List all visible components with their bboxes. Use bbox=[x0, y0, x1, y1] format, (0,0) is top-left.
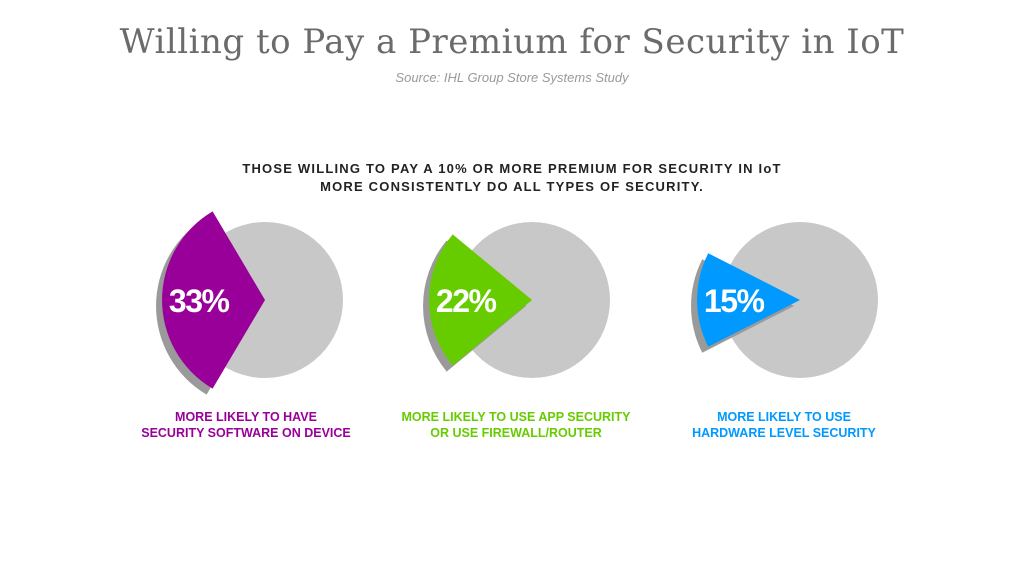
pie-chart-3: 15% bbox=[691, 222, 878, 378]
caption-3: MORE LIKELY TO USE HARDWARE LEVEL SECURI… bbox=[654, 409, 914, 441]
chart-headline: THOSE WILLING TO PAY A 10% OR MORE PREMI… bbox=[0, 160, 1024, 196]
source-note: Source: IHL Group Store Systems Study bbox=[395, 70, 629, 85]
headline-line-2: MORE CONSISTENTLY DO ALL TYPES OF SECURI… bbox=[320, 179, 704, 194]
caption-2-line-2: OR USE FIREWALL/ROUTER bbox=[430, 426, 602, 440]
pie-chart-2: 22% bbox=[423, 222, 610, 378]
caption-3-line-1: MORE LIKELY TO USE bbox=[717, 410, 851, 424]
pie-chart-1: 33% bbox=[156, 211, 343, 395]
pie-1-value-label: 33% bbox=[169, 283, 230, 319]
headline-line-1: THOSE WILLING TO PAY A 10% OR MORE PREMI… bbox=[242, 161, 782, 176]
pie-1-slice bbox=[162, 211, 265, 389]
page-title: Willing to Pay a Premium for Security in… bbox=[119, 22, 905, 62]
pie-2-value-label: 22% bbox=[436, 283, 497, 319]
pie-3-value-label: 15% bbox=[704, 283, 765, 319]
caption-1-line-2: SECURITY SOFTWARE ON DEVICE bbox=[141, 426, 351, 440]
caption-3-line-2: HARDWARE LEVEL SECURITY bbox=[692, 426, 876, 440]
pie-3-slice bbox=[697, 253, 800, 347]
pie-2-slice bbox=[429, 234, 532, 366]
caption-1: MORE LIKELY TO HAVE SECURITY SOFTWARE ON… bbox=[116, 409, 376, 441]
caption-2-line-1: MORE LIKELY TO USE APP SECURITY bbox=[401, 410, 631, 424]
caption-2: MORE LIKELY TO USE APP SECURITY OR USE F… bbox=[386, 409, 646, 441]
caption-1-line-1: MORE LIKELY TO HAVE bbox=[175, 410, 317, 424]
